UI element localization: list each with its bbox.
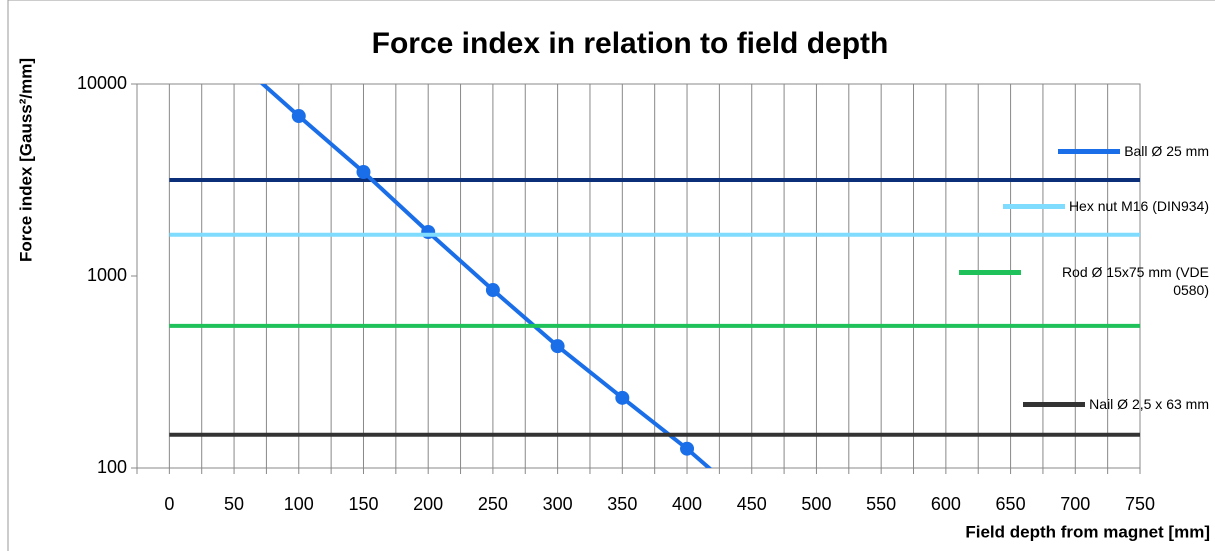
data-point — [550, 339, 565, 354]
x-tick-label: 450 — [737, 494, 767, 514]
legend-label: Nail Ø 2,5 x 63 mm — [1089, 396, 1209, 412]
legend-label: Hex nut M16 (DIN934) — [1068, 198, 1209, 214]
legend-entry: Nail Ø 2,5 x 63 mm — [959, 395, 1209, 413]
data-point — [485, 283, 500, 298]
x-tick-label: 750 — [1125, 494, 1155, 514]
y-tick-label: 10000 — [77, 73, 127, 93]
y-axis-label: Force index [Gauss²/mm] — [16, 58, 35, 262]
y-tick-label: 100 — [97, 457, 127, 477]
legend-label: Rod Ø 15x75 mm (VDE 0580) — [1061, 264, 1209, 298]
data-point — [680, 441, 695, 456]
legend-swatch — [959, 270, 1021, 275]
x-tick-label: 350 — [607, 494, 637, 514]
y-tick-label: 1000 — [87, 265, 127, 285]
legend-entry: Ball Ø 25 mm — [959, 142, 1209, 160]
x-tick-label: 650 — [996, 494, 1026, 514]
chart-border — [7, 0, 1215, 551]
data-point — [291, 109, 306, 124]
x-tick-label: 150 — [348, 494, 378, 514]
x-tick-label: 550 — [866, 494, 896, 514]
x-tick-label: 500 — [801, 494, 831, 514]
plot-series — [169, 51, 1140, 468]
x-tick-label: 300 — [543, 494, 573, 514]
x-tick-label: 100 — [284, 494, 314, 514]
legend-entry: Rod Ø 15x75 mm (VDE 0580) — [959, 263, 1209, 299]
data-point — [356, 165, 371, 180]
x-tick-label: 400 — [672, 494, 702, 514]
legend-swatch — [1023, 402, 1086, 407]
x-tick-label: 50 — [224, 494, 244, 514]
x-tick-label: 200 — [413, 494, 443, 514]
x-tick-label: 0 — [164, 494, 174, 514]
data-point — [227, 51, 241, 65]
legend-entry: Hex nut M16 (DIN934) — [959, 197, 1209, 215]
data-point — [615, 390, 630, 405]
legend-swatch — [1002, 204, 1065, 209]
x-tick-label: 600 — [931, 494, 961, 514]
legend-swatch — [1058, 149, 1121, 154]
x-tick-label: 700 — [1060, 494, 1090, 514]
x-axis-label: Field depth from magnet [mm] — [965, 522, 1210, 541]
x-tick-label: 250 — [478, 494, 508, 514]
legend-label: Ball Ø 25 mm — [1124, 143, 1209, 159]
data-point — [421, 224, 436, 239]
chart-title: Force index in relation to field depth — [372, 27, 889, 60]
